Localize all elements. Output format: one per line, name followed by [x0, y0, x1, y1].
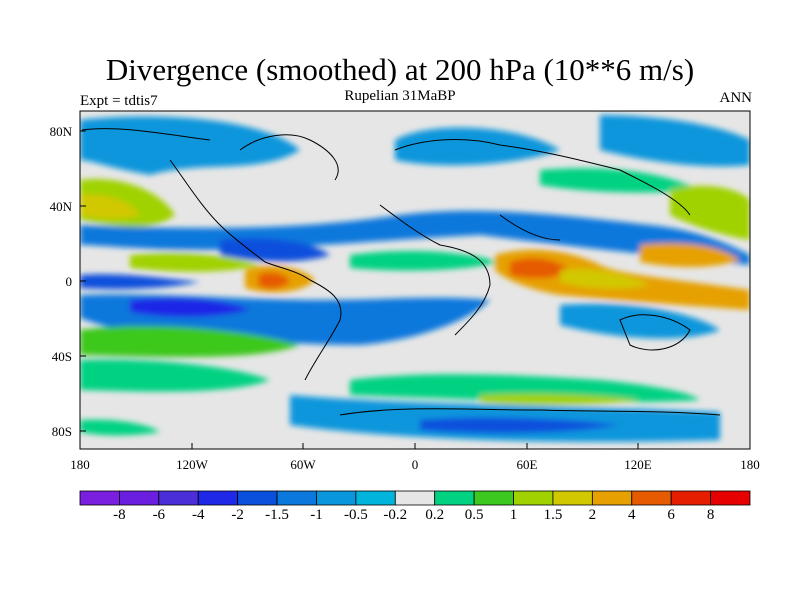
colorbar-swatch: [434, 490, 475, 506]
colorbar-swatch: [237, 490, 278, 506]
colorbar-swatch: [197, 490, 239, 506]
colorbar-label: 0.2: [425, 507, 445, 523]
colorbar-swatch: [710, 490, 751, 506]
colorbar-label: 4: [628, 507, 636, 523]
x-tick-label: 120W: [176, 457, 208, 472]
axis-ticks: [79, 130, 751, 449]
colorbar-label: -2: [231, 507, 244, 523]
colorbar-label: -0.5: [344, 507, 368, 523]
colorbar-label: -0.2: [383, 507, 408, 523]
colorbar-label: -8: [113, 507, 126, 523]
x-tick-label: 60E: [516, 457, 538, 472]
y-tick-label: 80N: [49, 124, 72, 139]
colorbar-swatch: [276, 490, 317, 506]
divergence-field: [80, 111, 750, 449]
colorbar-swatch: [119, 490, 160, 506]
y-tick-label: 40S: [51, 349, 72, 364]
season-label: ANN: [719, 90, 753, 106]
colorbar: [79, 490, 751, 506]
experiment-label: Expt = tdtis7: [80, 93, 158, 109]
colorbar-swatch: [631, 490, 672, 506]
colorbar-swatch: [552, 490, 593, 506]
x-tick-label: 180: [70, 457, 90, 472]
colorbar-label: 6: [667, 507, 675, 523]
y-tick-label: 0: [65, 274, 73, 289]
plot-title: Divergence (smoothed) at 200 hPa (10**6 …: [105, 52, 695, 87]
colorbar-swatch: [394, 490, 436, 506]
colorbar-swatch: [79, 490, 120, 506]
colorbar-label: 8: [706, 507, 715, 523]
colorbar-label: 0.5: [464, 507, 484, 523]
coastlines: [81, 128, 721, 416]
x-tick-label: 0: [411, 457, 419, 472]
colorbar-swatch: [513, 490, 554, 506]
colorbar-swatch: [316, 490, 357, 506]
colorbar-swatch: [355, 490, 396, 506]
y-tick-label: 80S: [51, 424, 72, 439]
plot-subtitle: Rupelian 31MaBP: [344, 88, 456, 104]
x-tick-label: 120E: [624, 457, 652, 472]
colorbar-swatch: [473, 490, 514, 506]
colorbar-label: 2: [588, 507, 597, 523]
x-tick-label: 60W: [290, 457, 316, 472]
colorbar-swatch: [591, 490, 633, 506]
colorbar-label: -1: [310, 507, 323, 523]
colorbar-swatch: [158, 490, 199, 506]
colorbar-label: -6: [152, 507, 166, 523]
colorbar-label: -4: [191, 507, 205, 523]
x-tick-label: 180: [740, 457, 760, 472]
y-tick-label: 40N: [49, 199, 72, 214]
colorbar-label: 1.5: [543, 507, 563, 523]
colorbar-label: 1: [509, 507, 518, 523]
colorbar-swatch: [670, 490, 711, 506]
colorbar-label: -1.5: [265, 507, 289, 523]
